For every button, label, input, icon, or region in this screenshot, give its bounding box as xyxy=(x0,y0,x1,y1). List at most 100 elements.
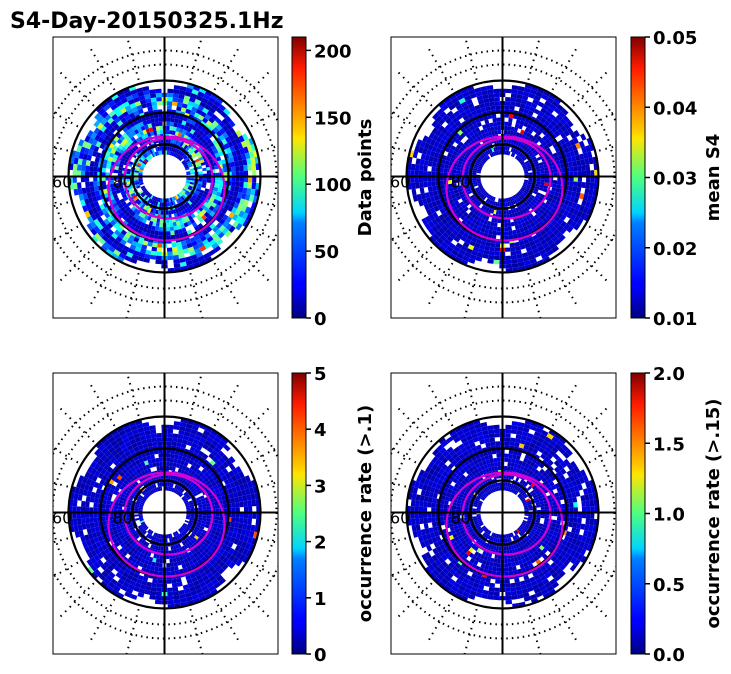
heat-cell xyxy=(218,121,226,129)
heat-cell xyxy=(234,496,240,503)
heat-cell xyxy=(89,181,94,187)
dotted-spoke xyxy=(53,481,69,488)
heat-cell xyxy=(187,100,195,107)
heat-cell xyxy=(515,140,520,146)
heat-cell xyxy=(553,96,562,105)
heat-cell xyxy=(215,124,223,131)
heat-cell xyxy=(531,492,537,497)
heat-cell xyxy=(218,184,223,189)
heat-cell xyxy=(488,97,495,103)
heat-cell xyxy=(88,137,95,145)
heat-cell xyxy=(197,255,205,262)
heat-cell xyxy=(143,159,148,164)
heat-cell xyxy=(432,190,438,197)
heat-cell xyxy=(214,504,220,509)
heat-cell xyxy=(428,220,435,229)
heat-cell xyxy=(133,250,140,257)
heat-cell xyxy=(110,429,119,437)
heat-cell xyxy=(514,123,520,129)
heat-cell xyxy=(515,119,521,125)
heat-cell xyxy=(517,157,522,162)
heat-cell xyxy=(166,453,171,458)
heat-cell xyxy=(460,259,469,266)
heat-cell xyxy=(190,539,196,545)
heat-cell xyxy=(509,196,513,202)
heat-cell xyxy=(551,235,559,243)
heat-cell xyxy=(454,132,461,139)
heat-cell xyxy=(560,163,565,169)
heat-cell xyxy=(477,99,485,105)
heat-cell xyxy=(141,134,146,140)
heat-cell xyxy=(523,202,529,207)
heat-cell xyxy=(237,203,244,211)
heat-cell xyxy=(125,542,131,548)
heat-cell xyxy=(119,547,126,554)
heat-cell xyxy=(155,255,162,261)
heat-cell xyxy=(479,491,484,496)
heat-cell xyxy=(239,517,244,524)
heat-cell xyxy=(179,487,184,492)
heat-cell xyxy=(158,226,163,232)
heat-cell xyxy=(179,257,186,263)
heat-cell xyxy=(168,466,173,471)
heat-cell xyxy=(476,179,481,182)
heat-cell xyxy=(137,463,143,469)
heat-cell xyxy=(543,120,551,127)
heat-cell xyxy=(172,532,176,537)
heat-cell xyxy=(82,476,89,484)
heat-cell xyxy=(138,121,144,128)
polar-label-80: 80 xyxy=(113,173,133,192)
heat-cell xyxy=(119,135,126,142)
heat-cell xyxy=(469,106,476,113)
heat-cell xyxy=(148,490,153,496)
heat-cell xyxy=(170,117,175,123)
heat-cell xyxy=(170,570,176,576)
heat-cell xyxy=(552,168,558,173)
heat-cell xyxy=(486,220,492,226)
heat-cell xyxy=(483,542,488,548)
heat-cell xyxy=(439,111,447,119)
heat-cell xyxy=(468,211,474,217)
heat-cell xyxy=(480,194,486,199)
heat-cell xyxy=(122,245,130,252)
heat-cell xyxy=(136,423,144,430)
heat-cell xyxy=(576,186,582,194)
heat-cell xyxy=(238,210,245,218)
heat-cell xyxy=(429,207,436,214)
heat-cell xyxy=(203,465,210,472)
heat-cell xyxy=(540,193,546,199)
heat-cell xyxy=(195,487,201,493)
heat-cell xyxy=(128,234,136,241)
heat-cell xyxy=(232,556,239,565)
heat-cell xyxy=(135,560,141,566)
heat-cell xyxy=(202,515,207,519)
heat-cell xyxy=(109,488,115,494)
heat-cell xyxy=(90,491,96,498)
heat-cell xyxy=(131,254,139,260)
heat-cell xyxy=(139,520,145,524)
heat-cell xyxy=(112,145,118,151)
heat-cell xyxy=(108,235,116,243)
heat-cell xyxy=(189,464,196,471)
heat-cell xyxy=(194,434,202,441)
heat-cell xyxy=(130,528,136,533)
heat-cell xyxy=(476,181,482,184)
heat-cell xyxy=(180,190,185,195)
heat-cell xyxy=(76,145,83,153)
heat-cell xyxy=(138,202,144,207)
heat-cell xyxy=(147,224,153,230)
heat-cell xyxy=(455,179,461,183)
heat-cell xyxy=(448,226,455,233)
heat-cell xyxy=(510,209,515,214)
heat-cell xyxy=(177,98,184,104)
heat-cell xyxy=(527,534,532,540)
heat-cell xyxy=(452,182,457,188)
heat-cell xyxy=(88,485,94,492)
heat-cell xyxy=(224,230,232,238)
heat-cell xyxy=(493,209,497,215)
heat-cell xyxy=(156,587,162,593)
heat-cell xyxy=(581,146,587,154)
heat-cell xyxy=(205,521,211,526)
heat-cell xyxy=(244,488,251,496)
